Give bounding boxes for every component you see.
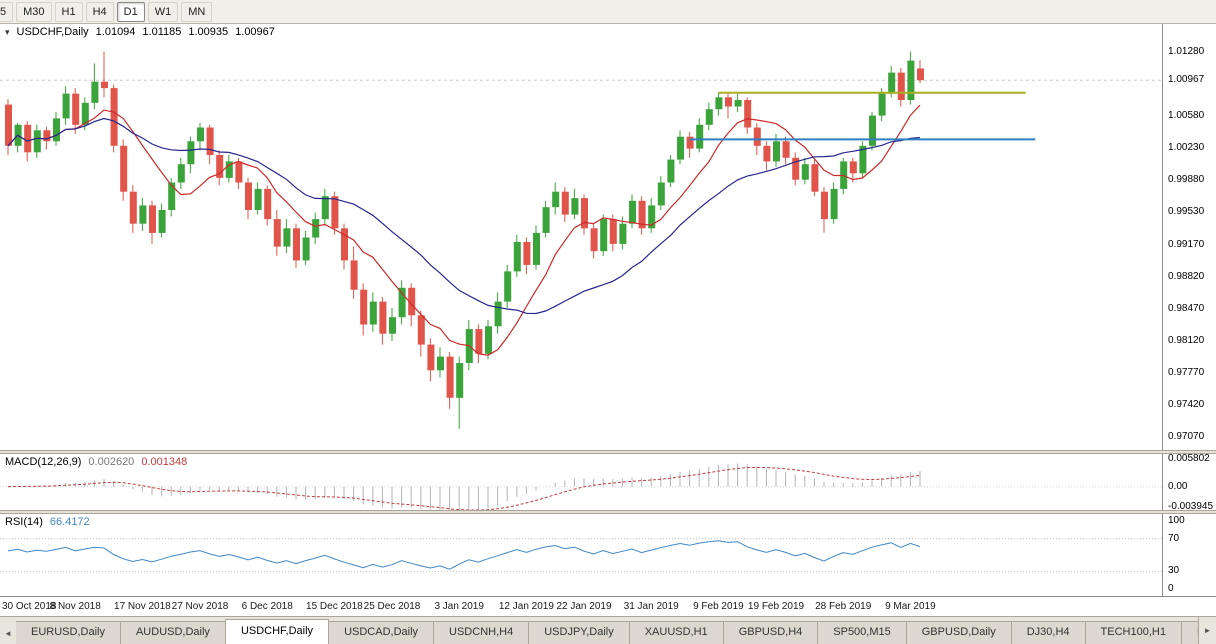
axis-label: 70 (1168, 532, 1180, 544)
tab-gbpusd-daily[interactable]: GBPUSD,Daily (905, 621, 1012, 644)
macd-histogram (17, 463, 921, 510)
date-axis-label: 31 Jan 2019 (623, 601, 679, 612)
tab-eurusd-daily[interactable]: EURUSD,Daily (16, 621, 121, 644)
timeframe-toolbar: 5 M30 H1 H4 D1 W1 MN (0, 0, 1216, 24)
axis-label: 0.99170 (1168, 238, 1205, 250)
macd-title: MACD(12,26,9) 0.002620 0.001348 (5, 456, 194, 468)
rsi-title: RSI(14) 66.4172 (5, 516, 97, 528)
tab-usdjpy-daily[interactable]: USDJPY,Daily (528, 621, 630, 644)
macd-label: MACD(12,26,9) (5, 456, 82, 468)
candles (5, 51, 924, 429)
date-axis-label: 30 Oct 2018 (2, 601, 57, 612)
timeframe-button-d1[interactable]: D1 (116, 1, 145, 22)
date-axis-label: 9 Mar 2019 (885, 601, 936, 612)
macd-main-value: 0.002620 (88, 456, 135, 468)
chart-open-value: 1.01094 (95, 26, 136, 38)
candlestick-plot (0, 24, 1162, 450)
chart-context-icon[interactable]: ▾ (5, 27, 10, 37)
tab-audusd-daily[interactable]: AUDUSD,Daily (119, 621, 226, 644)
price-axis[interactable]: 1.01280 1.00967 1.00580 1.00230 0.99880 0.995… (1162, 24, 1216, 596)
timeframe-button-w1[interactable]: W1 (147, 1, 179, 22)
tab-tech100-h1[interactable]: TECH100,H1 (1084, 621, 1182, 644)
chart-high-value: 1.01185 (142, 26, 182, 38)
axis-label: -0.003945 (1168, 501, 1214, 513)
axis-label: 0.97770 (1168, 367, 1205, 378)
chart-low-value: 1.00935 (188, 26, 229, 38)
tab-sp500-m15[interactable]: SP500,M15 (817, 621, 907, 644)
axis-label: 0.98120 (1168, 335, 1205, 346)
chart-tab-bar: ◄ EURUSD,Daily AUDUSD,Daily USDCHF,Daily… (0, 616, 1216, 644)
date-axis-label: 9 Feb 2019 (693, 601, 744, 612)
date-axis-label: 8 Nov 2018 (49, 601, 101, 612)
rsi-label: RSI(14) (5, 516, 43, 528)
macd-panel[interactable]: MACD(12,26,9) 0.002620 0.001348 (0, 454, 1162, 510)
date-axis-label: 25 Dec 2018 (363, 601, 421, 612)
tab-usdcnh-h4[interactable]: USDCNH,H4 (433, 621, 530, 644)
timeframe-button-mn[interactable]: MN (181, 1, 213, 22)
ma-line-fast (7, 104, 921, 356)
tab-usdcad-daily[interactable]: USDCAD,Daily (328, 621, 435, 644)
chart-symbol-label: USDCHF,Daily (16, 26, 89, 38)
date-axis-label: 6 Dec 2018 (241, 601, 293, 612)
axis-label: 30 (1168, 565, 1180, 577)
axis-label: 1.01280 (1168, 45, 1205, 57)
timeframe-button-h4[interactable]: H4 (85, 1, 114, 22)
axis-label: 0.97070 (1168, 431, 1205, 443)
date-axis-label: 28 Feb 2019 (815, 601, 872, 612)
date-axis-label: 12 Jan 2019 (498, 601, 554, 612)
rsi-panel[interactable]: RSI(14) 66.4172 (0, 514, 1162, 596)
macd-plot (0, 454, 1162, 510)
tab-dj30-h4[interactable]: DJ30,H4 (1010, 621, 1086, 644)
tab-scroll-left-icon[interactable]: ◄ (4, 628, 12, 638)
axis-label: 0.98820 (1168, 270, 1205, 282)
axis-label: 0.97420 (1168, 399, 1205, 411)
tab-scroll-right-icon[interactable]: ► (1198, 617, 1216, 644)
date-axis-label: 27 Nov 2018 (171, 601, 229, 612)
date-axis-label: 15 Dec 2018 (306, 601, 363, 612)
axis-label: 0.99880 (1168, 173, 1205, 185)
date-axis-label: 17 Nov 2018 (114, 601, 171, 612)
axis-label: 1.00580 (1168, 109, 1205, 121)
date-axis-label: 3 Jan 2019 (434, 601, 484, 612)
chart-window: ▾ USDCHF,Daily 1.01094 1.01185 1.00935 1.0096… (0, 24, 1216, 616)
tab-gbpusd-h4[interactable]: GBPUSD,H4 (722, 621, 819, 644)
rsi-line (7, 540, 921, 570)
date-axis[interactable]: 30 Oct 2018 8 Nov 2018 17 Nov 2018 27 Nov 2… (0, 596, 1216, 616)
timeframe-button-h1[interactable]: H1 (54, 1, 83, 22)
axis-label: 0 (1168, 583, 1174, 594)
tabs-strip: EURUSD,Daily AUDUSD,Daily USDCHF,Daily U… (16, 616, 1216, 644)
panel-splitter[interactable] (0, 450, 1216, 454)
axis-label: 0.99530 (1168, 205, 1205, 217)
macd-signal-value: 0.001348 (141, 456, 188, 468)
timeframe-button-m5[interactable]: 5 (0, 1, 14, 22)
ma-line-slow (7, 117, 921, 315)
macd-signal-line (7, 466, 921, 510)
chart-close-value: 1.00967 (235, 26, 275, 38)
tab-xauusd-h1[interactable]: XAUUSD,H1 (628, 621, 724, 644)
main-chart-panel[interactable]: ▾ USDCHF,Daily 1.01094 1.01185 1.00935 1.0096… (0, 24, 1162, 450)
axis-label: 0.005802 (1168, 453, 1210, 464)
rsi-value: 66.4172 (49, 516, 90, 528)
rsi-plot (0, 514, 1162, 596)
axis-label: 0.00 (1168, 480, 1188, 492)
axis-label: 100 (1168, 515, 1185, 526)
axis-label: 1.00967 (1168, 74, 1205, 86)
date-axis-label: 19 Feb 2019 (747, 601, 805, 612)
timeframe-button-m30[interactable]: M30 (16, 1, 52, 22)
chart-title: ▾ USDCHF,Daily 1.01094 1.01185 1.00935 1.0096… (5, 26, 282, 38)
date-axis-label: 22 Jan 2019 (556, 601, 612, 612)
axis-label: 0.98470 (1168, 302, 1205, 314)
axis-label: 1.00230 (1168, 141, 1205, 153)
panel-splitter[interactable] (0, 510, 1216, 514)
tab-usdchf-daily[interactable]: USDCHF,Daily (224, 619, 330, 644)
